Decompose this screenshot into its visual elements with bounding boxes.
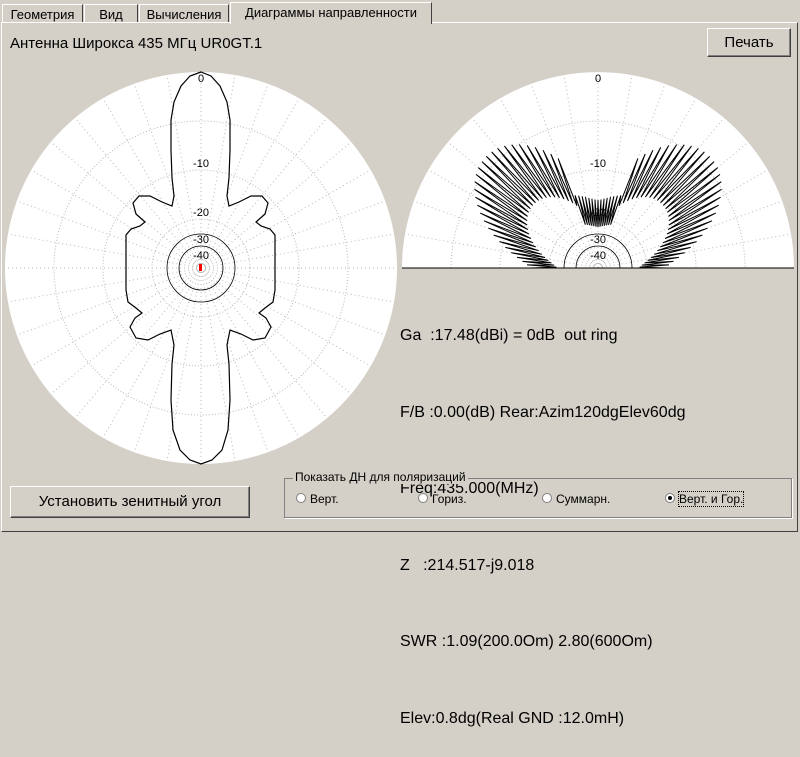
param-impedance: Z :214.517-j9.018 [400, 553, 685, 579]
azimuth-label-0: 0 [198, 73, 204, 85]
set-zenith-angle-button[interactable]: Установить зенитный угол [10, 486, 250, 518]
elevation-label-20: -20 [590, 207, 606, 219]
radio-vertical-label[interactable]: Верт. [310, 492, 339, 506]
elevation-label-40: -40 [590, 250, 606, 262]
radio-vert-and-horiz-dot[interactable] [665, 493, 675, 503]
radio-horizontal-dot[interactable] [418, 493, 428, 503]
polarization-legend: Показать ДН для поляризаций [293, 470, 468, 484]
azimuth-label-30: -30 [193, 234, 209, 246]
elevation-label-0: 0 [595, 73, 601, 85]
azimuth-label-10: -10 [193, 158, 209, 170]
elevation-label-10: -10 [590, 158, 606, 170]
elevation-label-30: -30 [590, 234, 606, 246]
azimuth-pattern-plot: 0 -10 -20 -30 -40 [5, 72, 397, 464]
radio-sum-label[interactable]: Суммарн. [556, 492, 610, 506]
param-elevation: Elev:0.8dg(Real GND :12.0mH) [400, 706, 685, 732]
azimuth-label-40: -40 [193, 250, 209, 262]
center-marker [199, 264, 202, 271]
radio-vert-and-horiz-label[interactable]: Верт. и Гор. [679, 492, 743, 506]
radio-horizontal-label[interactable]: Гориз. [432, 492, 467, 506]
elevation-pattern-plot: 0 -10 -20 -30 -40 [402, 72, 794, 268]
radio-vertical-dot[interactable] [296, 493, 306, 503]
radio-sum-dot[interactable] [542, 493, 552, 503]
param-gain: Ga :17.48(dBi) = 0dB out ring [400, 323, 685, 349]
param-front-back: F/B :0.00(dB) Rear:Azim120dgElev60dg [400, 400, 685, 426]
param-swr: SWR :1.09(200.0Om) 2.80(600Om) [400, 629, 685, 655]
azimuth-label-20: -20 [193, 207, 209, 219]
tab-radiation-patterns[interactable]: Диаграммы направленности [230, 2, 432, 24]
